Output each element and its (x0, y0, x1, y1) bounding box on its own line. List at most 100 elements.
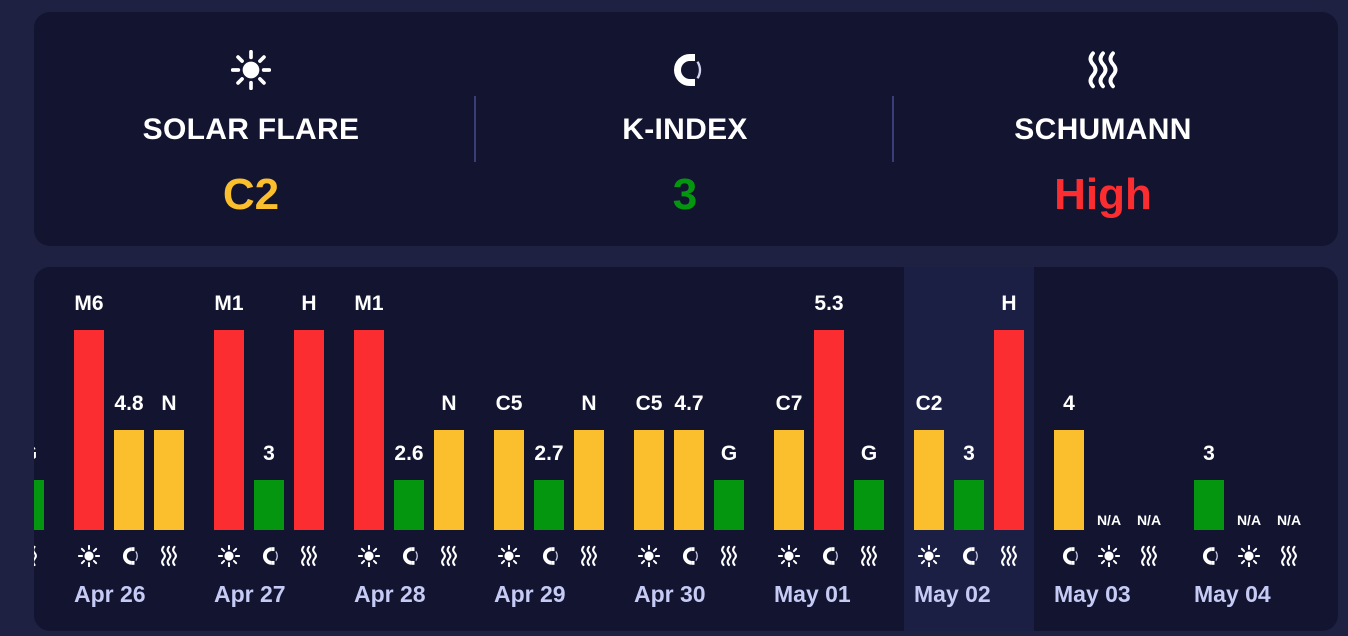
bar (634, 430, 664, 530)
summary-card: SOLAR FLARE C2 K-INDEX 3 SCHUMANN High (34, 12, 1338, 246)
sun-icon (777, 544, 801, 568)
day-label: Apr 26 (74, 581, 146, 607)
bar (534, 480, 564, 530)
waves-icon (1138, 545, 1160, 567)
day-label: May 02 (914, 581, 991, 607)
day-label: May 04 (1194, 581, 1271, 607)
magnet-icon (468, 50, 902, 90)
bar (74, 330, 104, 530)
bar (114, 430, 144, 530)
metric-label: SCHUMANN (1014, 113, 1192, 146)
waves-icon (886, 50, 1320, 90)
bar (214, 330, 244, 530)
bar-value-label: 3 (1203, 442, 1215, 465)
bar-value-label: N (441, 392, 457, 415)
magnet-icon (538, 545, 560, 567)
sun-icon (357, 544, 381, 568)
sun-icon (637, 544, 661, 568)
bar-value-label: N/A (1236, 512, 1262, 528)
bar-value-label: M6 (74, 292, 104, 315)
divider (474, 96, 476, 162)
bar-value-label: C7 (775, 392, 803, 415)
bar-value-label: 4 (1063, 392, 1075, 415)
bar-value-label: N/A (1136, 512, 1162, 528)
bar (1194, 480, 1224, 530)
bar-value-label: N (161, 392, 177, 415)
waves-icon (438, 545, 460, 567)
bar-value-label: C5 (635, 392, 663, 415)
metric-k-index[interactable]: K-INDEX 3 (468, 12, 902, 246)
bar-value-label: 3 (263, 442, 275, 465)
bar-value-label: 4.7 (674, 392, 704, 415)
divider (892, 96, 894, 162)
bar (854, 480, 884, 530)
bar (154, 430, 184, 530)
magnet-icon (118, 545, 140, 567)
bar (494, 430, 524, 530)
metric-label: SOLAR FLARE (142, 113, 360, 146)
bar (954, 480, 984, 530)
bar-value-label: M1 (354, 292, 384, 315)
sun-icon (1237, 544, 1261, 568)
bar (294, 330, 324, 530)
sun-icon (497, 544, 521, 568)
bar (914, 430, 944, 530)
metric-value: C2 (222, 170, 280, 219)
magnet-icon (818, 545, 840, 567)
bar (574, 430, 604, 530)
bar (394, 480, 424, 530)
metric-label: K-INDEX (622, 113, 748, 146)
magnet-icon (678, 545, 700, 567)
waves-icon (998, 545, 1020, 567)
waves-icon (34, 545, 40, 567)
day-label: May 01 (774, 581, 851, 607)
bar-value-label: C5 (495, 392, 523, 415)
metric-value: 3 (672, 170, 698, 219)
waves-icon (158, 545, 180, 567)
day-label: Apr 27 (214, 581, 286, 607)
bar (34, 480, 44, 530)
magnet-icon (958, 545, 980, 567)
sun-icon (217, 544, 241, 568)
bar-value-label: 2.7 (534, 442, 564, 465)
bar (434, 430, 464, 530)
bar-value-label: 3 (963, 442, 975, 465)
bar (1054, 430, 1084, 530)
bar-value-label: H (1001, 292, 1017, 315)
bar-value-label: G (720, 442, 738, 465)
bar-value-label: 2.6 (394, 442, 424, 465)
bar (354, 330, 384, 530)
waves-icon (1278, 545, 1300, 567)
waves-icon (718, 545, 740, 567)
sun-icon (77, 544, 101, 568)
bar-value-label: M1 (214, 292, 244, 315)
waves-icon (578, 545, 600, 567)
bar (674, 430, 704, 530)
bar (254, 480, 284, 530)
magnet-icon (1198, 545, 1220, 567)
bar (774, 430, 804, 530)
sun-icon (1097, 544, 1121, 568)
metric-solar-flare[interactable]: SOLAR FLARE C2 (34, 12, 468, 246)
sun-icon (917, 544, 941, 568)
bar-value-label: N/A (1276, 512, 1302, 528)
sun-icon (34, 50, 468, 90)
bar-value-label: G (860, 442, 878, 465)
bar-value-label: G (34, 442, 59, 466)
history-chart: G M6 4.8 N Apr 26 M1 3 H Apr 27 M1 2.6 N Apr 28 C… (34, 267, 1338, 631)
metric-value: High (1054, 170, 1152, 219)
bar-value-label: N/A (1096, 512, 1122, 528)
magnet-icon (1058, 545, 1080, 567)
day-label: Apr 28 (354, 581, 426, 607)
day-label: Apr 29 (494, 581, 566, 607)
bar-value-label: 4.8 (114, 392, 144, 415)
bar-value-label: C2 (915, 392, 943, 415)
bar (814, 330, 844, 530)
bar-value-label: N (581, 392, 597, 415)
waves-icon (858, 545, 880, 567)
day-label: May 03 (1054, 581, 1131, 607)
waves-icon (298, 545, 320, 567)
bar-value-label: H (301, 292, 317, 315)
metric-schumann[interactable]: SCHUMANN High (886, 12, 1320, 246)
day-label: Apr 30 (634, 581, 706, 607)
